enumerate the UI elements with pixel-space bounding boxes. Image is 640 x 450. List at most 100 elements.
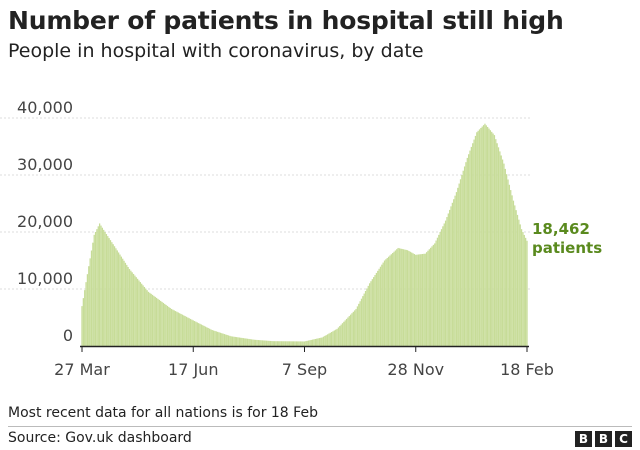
bar (236, 337, 238, 346)
bar (131, 272, 133, 346)
bar (435, 240, 437, 346)
bar (459, 179, 462, 346)
bar (119, 254, 121, 346)
bar (501, 159, 504, 346)
bar (401, 248, 403, 346)
bar (356, 306, 359, 346)
bar (112, 244, 114, 346)
bar (275, 341, 277, 346)
bar (510, 190, 512, 346)
bar (211, 330, 213, 346)
bar (451, 202, 454, 346)
bar (472, 143, 474, 346)
chart-area: 0 10,000 20,000 30,000 40,000 27 Mar 17 Jun 7 … (0, 98, 602, 379)
bar (188, 318, 190, 346)
bar (373, 277, 375, 346)
bar (237, 337, 239, 346)
bar (116, 250, 118, 346)
bar (305, 341, 307, 346)
bar (400, 248, 402, 346)
bar (408, 251, 410, 346)
bar (113, 246, 116, 346)
bar (512, 200, 515, 346)
bar (487, 126, 489, 347)
bar (229, 335, 231, 346)
bar (297, 341, 299, 346)
bar (222, 333, 224, 346)
bar (240, 337, 242, 346)
bar (461, 175, 463, 346)
bar (525, 237, 527, 346)
bbc-logo: B B C (575, 431, 632, 447)
bar (96, 229, 98, 346)
bar (366, 288, 368, 346)
bar (149, 292, 151, 346)
x-tick-label: 18 Feb (500, 360, 554, 379)
bar (203, 325, 205, 346)
bar (337, 327, 340, 346)
bar (324, 335, 326, 346)
bar (508, 184, 511, 346)
bar (497, 147, 500, 346)
bar (195, 321, 197, 346)
bar (126, 264, 128, 346)
bar (504, 168, 506, 346)
bar (495, 139, 497, 346)
bar (81, 306, 83, 346)
bar (234, 336, 236, 346)
bar (329, 332, 331, 346)
footer-divider (8, 426, 632, 427)
chart-title: Number of patients in hospital still hig… (8, 6, 564, 35)
bar (130, 270, 132, 346)
bar (199, 323, 201, 346)
bar (493, 135, 496, 346)
bar (458, 183, 460, 346)
bar (481, 126, 483, 346)
bar (168, 306, 170, 346)
bar (108, 238, 110, 346)
bar (398, 248, 401, 346)
bar (145, 288, 147, 346)
bar (314, 338, 316, 346)
bar (411, 252, 413, 346)
bar (385, 259, 387, 346)
bar (274, 341, 276, 346)
bar (335, 329, 337, 346)
bar (480, 127, 482, 346)
bar (242, 338, 245, 346)
bbc-logo-letter: B (595, 431, 612, 447)
bar (519, 224, 521, 346)
bar (135, 277, 137, 346)
bar (470, 146, 473, 346)
bar (468, 154, 470, 346)
bar (348, 316, 350, 346)
bar (326, 334, 329, 346)
bar (260, 340, 262, 346)
bar (312, 339, 314, 346)
bar (412, 253, 414, 346)
bar (473, 139, 475, 346)
bar (515, 210, 517, 346)
bar (225, 334, 227, 346)
bar (287, 341, 289, 346)
bar (166, 305, 169, 346)
bar (94, 232, 97, 346)
bar (265, 340, 268, 346)
bar (245, 338, 247, 346)
bar (286, 341, 288, 346)
bar (103, 229, 105, 346)
bar (127, 266, 129, 346)
bar (151, 294, 154, 346)
bar (405, 249, 407, 346)
bar (191, 319, 193, 346)
bar (355, 308, 357, 346)
bar (523, 234, 525, 346)
bar (377, 270, 379, 346)
bar (180, 313, 182, 346)
bar (157, 298, 159, 346)
bar (413, 254, 416, 346)
bar (449, 209, 451, 346)
bar (123, 260, 125, 346)
bar (417, 254, 420, 346)
bar (181, 314, 184, 346)
